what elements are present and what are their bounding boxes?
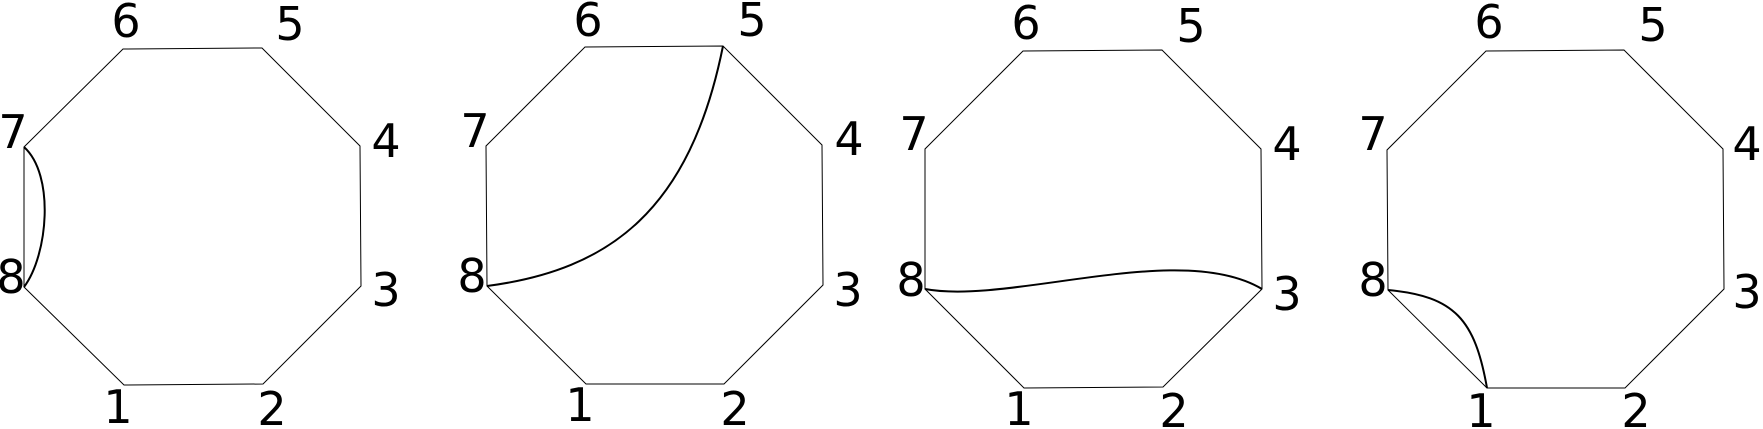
vertex-label: 5 bbox=[1638, 0, 1667, 52]
chord-curve bbox=[486, 45, 724, 287]
octagon-panel-2: 1 2 3 4 5 6 7 8 bbox=[457, 0, 863, 429]
octagon-outline bbox=[23, 47, 362, 386]
octagon-panel-3: 1 2 3 4 5 6 7 8 bbox=[896, 0, 1301, 429]
vertex-label: 1 bbox=[1004, 382, 1033, 429]
vertex-label: 7 bbox=[1358, 107, 1387, 161]
vertex-label: 7 bbox=[460, 104, 489, 158]
chord-curve bbox=[924, 269, 1263, 293]
vertex-label: 5 bbox=[737, 0, 766, 47]
vertex-label: 3 bbox=[371, 263, 400, 317]
vertex-label: 2 bbox=[1159, 384, 1188, 429]
chord-curve bbox=[23, 146, 46, 288]
vertex-label: 6 bbox=[1011, 0, 1040, 50]
vertex-label: 3 bbox=[1272, 267, 1301, 321]
vertex-label: 3 bbox=[1732, 265, 1761, 319]
octagon-outline bbox=[1386, 49, 1725, 389]
vertex-label: 6 bbox=[1474, 0, 1503, 49]
vertex-label: 8 bbox=[457, 249, 486, 303]
vertex-label: 7 bbox=[899, 107, 928, 161]
vertex-label: 4 bbox=[834, 112, 863, 166]
vertex-label: 2 bbox=[720, 382, 749, 429]
chord-curve bbox=[1387, 289, 1488, 389]
vertex-label: 1 bbox=[103, 380, 132, 429]
vertex-label: 8 bbox=[896, 253, 925, 307]
vertex-label: 7 bbox=[0, 105, 28, 159]
octagon-panel-1: 1 2 3 4 5 6 7 8 bbox=[0, 0, 401, 429]
vertex-label: 1 bbox=[565, 378, 594, 429]
vertex-label: 1 bbox=[1466, 384, 1495, 429]
octagon-panel-4: 1 2 3 4 5 6 7 8 bbox=[1358, 0, 1761, 429]
vertex-label: 4 bbox=[1272, 117, 1301, 171]
vertex-label: 3 bbox=[833, 263, 862, 317]
vertex-label: 5 bbox=[1176, 0, 1205, 53]
vertex-label: 4 bbox=[1732, 117, 1761, 171]
vertex-label: 6 bbox=[573, 0, 602, 47]
vertex-label: 6 bbox=[111, 0, 140, 48]
vertex-label: 2 bbox=[1621, 384, 1650, 429]
vertex-label: 8 bbox=[1358, 253, 1387, 307]
vertex-label: 4 bbox=[371, 114, 400, 168]
octagon-outline bbox=[924, 49, 1263, 389]
octagon-outline bbox=[485, 45, 824, 385]
vertex-label: 8 bbox=[0, 250, 26, 304]
vertex-label: 2 bbox=[257, 382, 286, 429]
vertex-label: 5 bbox=[275, 0, 304, 51]
